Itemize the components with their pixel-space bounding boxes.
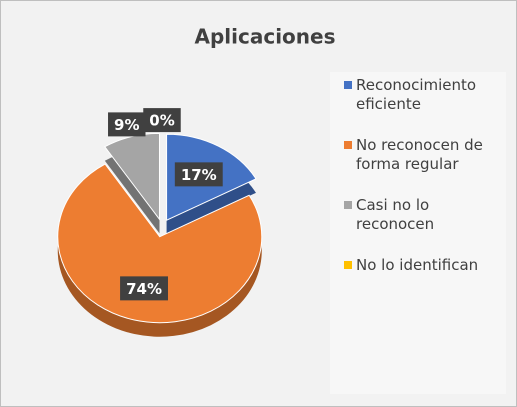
legend-item: Reconocimiento eficiente bbox=[336, 76, 500, 114]
legend: Reconocimiento eficiente No reconocen de … bbox=[330, 72, 506, 394]
data-label: 0% bbox=[149, 112, 174, 130]
legend-swatch bbox=[344, 141, 352, 149]
legend-label: Casi no lo reconocen bbox=[356, 196, 435, 233]
legend-item: Casi no lo reconocen bbox=[336, 196, 500, 234]
legend-label: Reconocimiento eficiente bbox=[356, 76, 477, 113]
data-label: 74% bbox=[126, 280, 162, 298]
pie bbox=[57, 132, 263, 337]
slice bbox=[57, 163, 263, 324]
legend-label: No lo identifican bbox=[356, 256, 479, 274]
data-label-box bbox=[120, 276, 168, 301]
legend-swatch bbox=[344, 81, 352, 89]
data-label-box bbox=[143, 108, 181, 133]
legend-item: No lo identifican bbox=[336, 256, 500, 275]
slice bbox=[104, 132, 160, 221]
legend-swatch bbox=[344, 261, 352, 269]
legend-item: No reconocen de forma regular bbox=[336, 136, 500, 174]
data-label: 9% bbox=[114, 116, 139, 134]
chart-title: Aplicaciones bbox=[194, 25, 335, 49]
legend-label: No reconocen de forma regular bbox=[356, 136, 483, 173]
legend-swatch bbox=[344, 201, 352, 209]
data-label: 17% bbox=[181, 166, 217, 184]
data-label-box bbox=[108, 112, 146, 137]
data-label-box bbox=[174, 162, 223, 187]
